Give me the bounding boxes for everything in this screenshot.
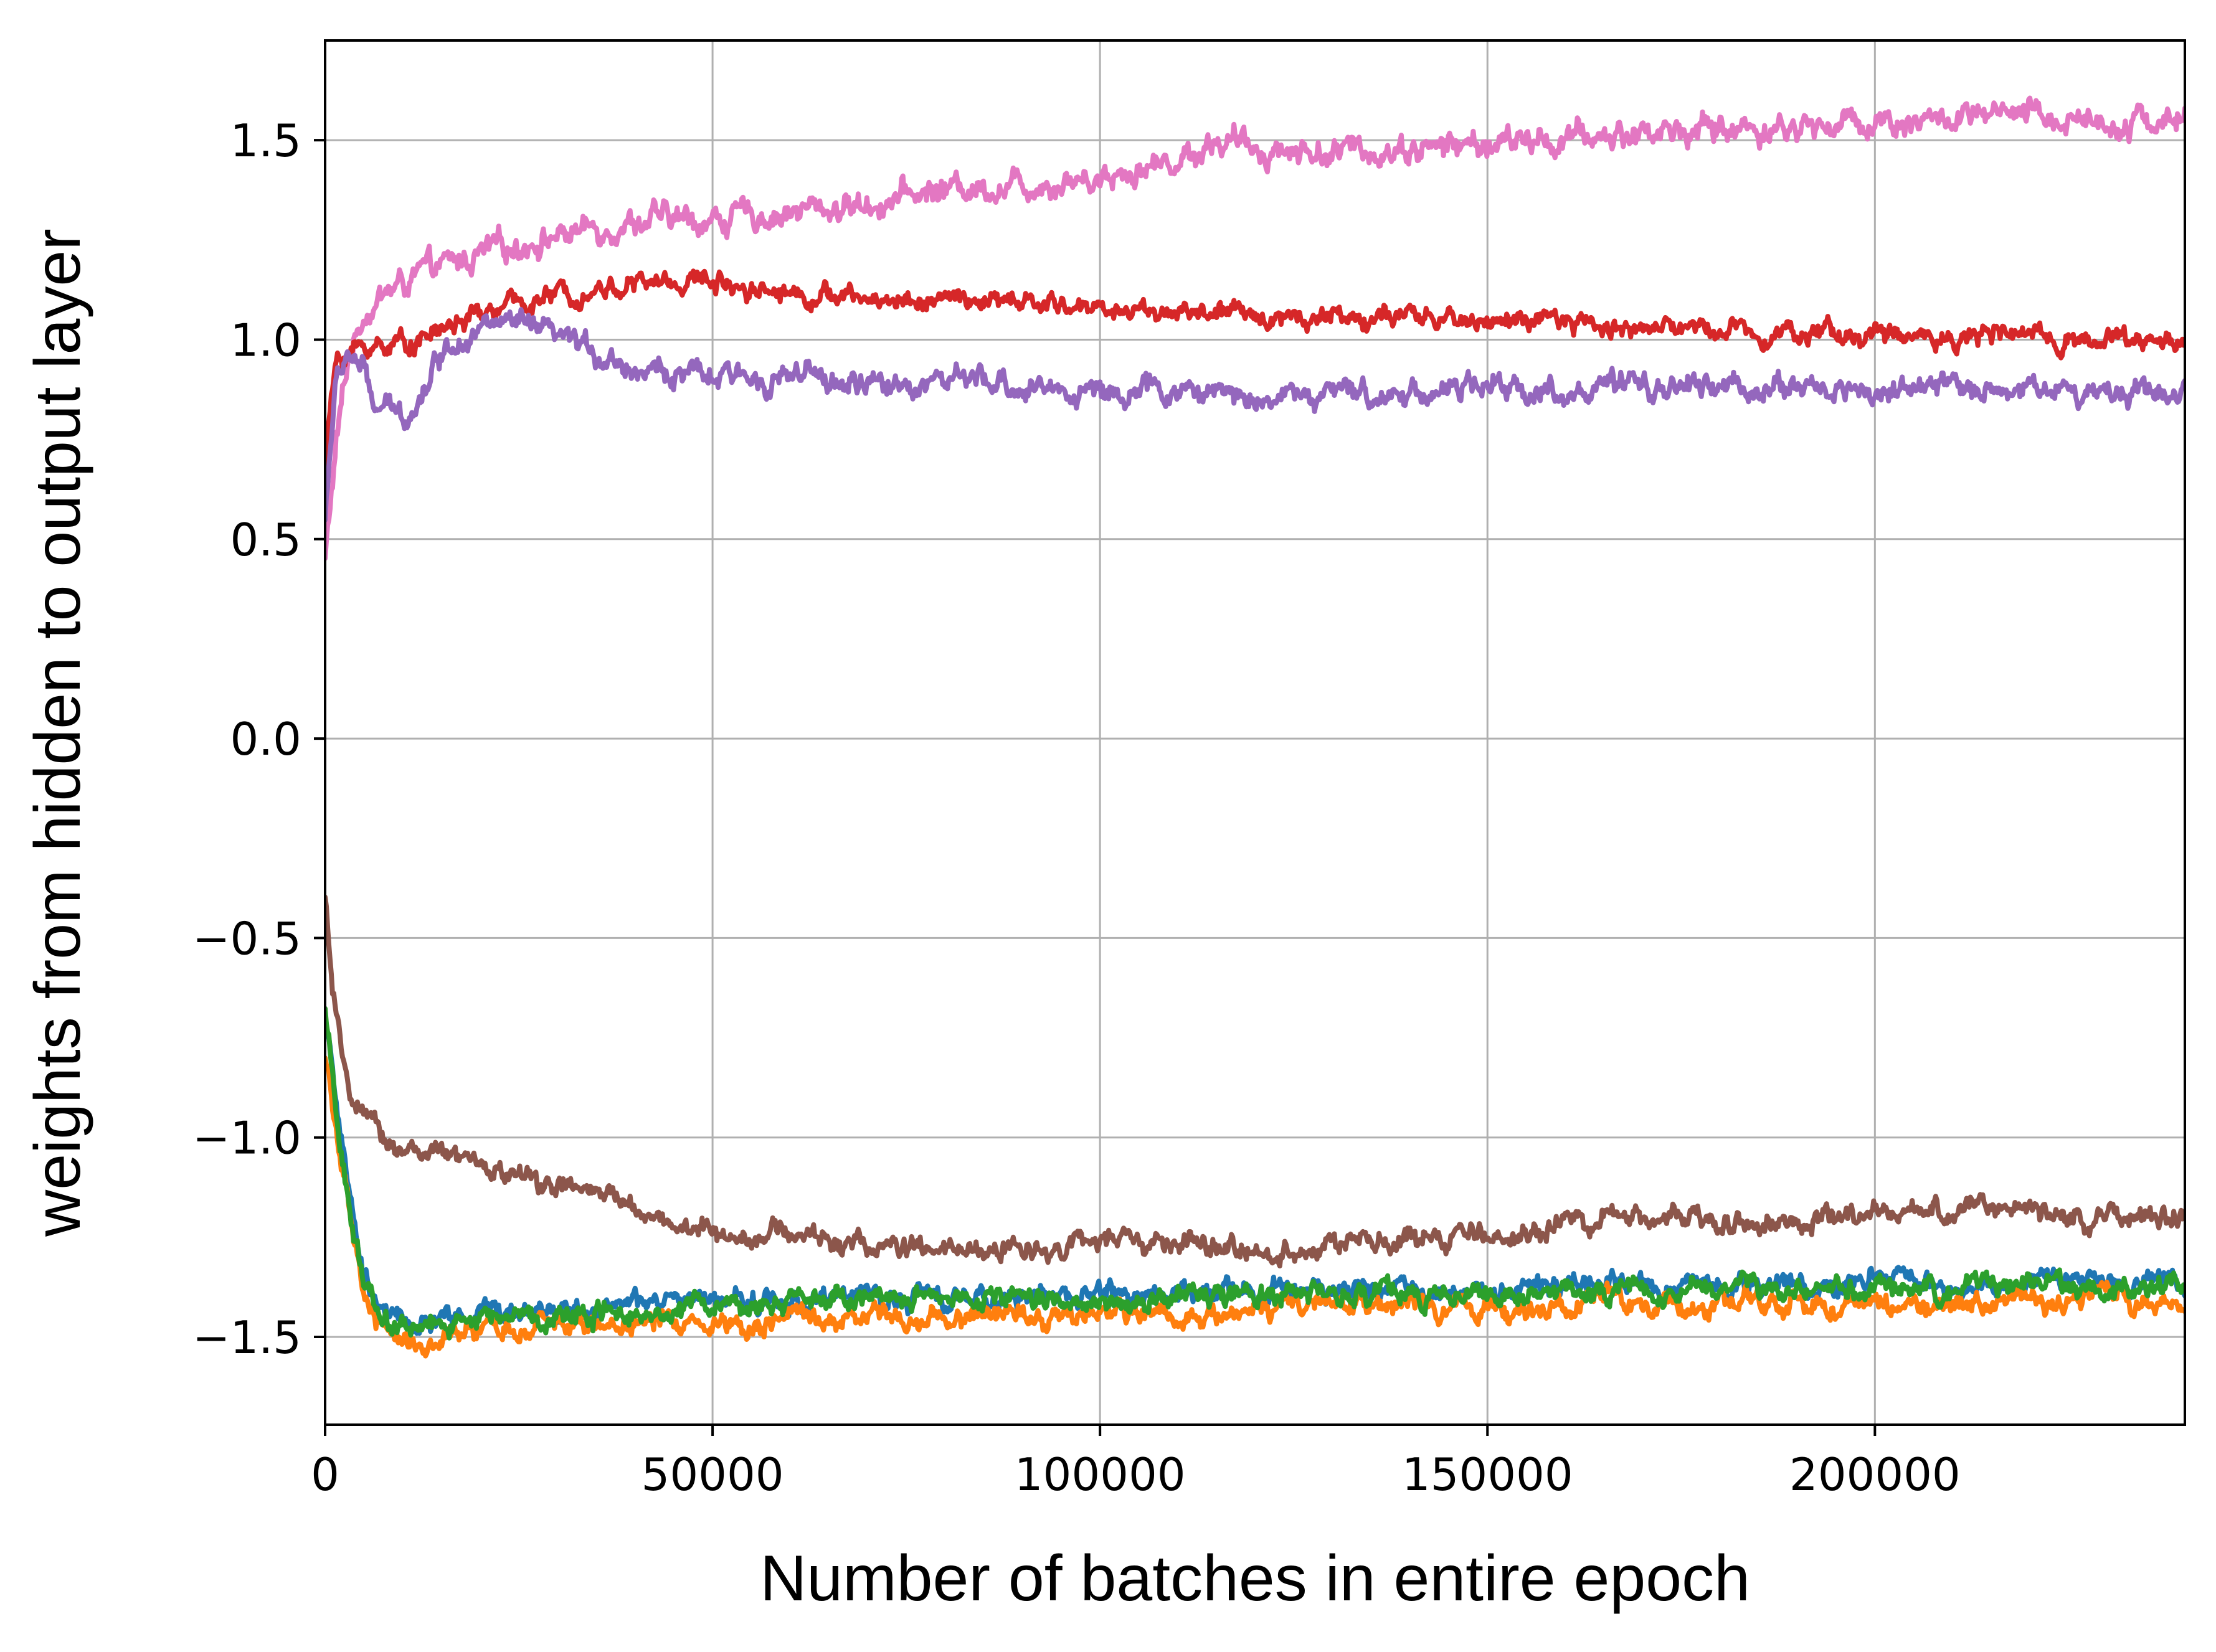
x-tick-label: 150000 — [1402, 1448, 1573, 1501]
y-tick-label: −1.5 — [192, 1311, 301, 1364]
series-line-3 — [325, 307, 2185, 523]
series-line-7 — [325, 1006, 2185, 1341]
x-tick-label: 100000 — [1015, 1448, 1186, 1501]
y-tick-label: 0.0 — [230, 713, 301, 765]
series-line-2 — [325, 268, 2185, 484]
series-line-4 — [325, 894, 2185, 1268]
x-tick-label: 0 — [311, 1448, 339, 1501]
y-tick-label: 1.5 — [230, 115, 301, 167]
x-axis-title: Number of batches in entire epoch — [760, 1542, 1750, 1615]
y-tick-label: −1.0 — [192, 1112, 301, 1164]
grid — [325, 40, 2185, 1425]
plot-area — [325, 95, 2185, 1359]
plot-frame — [324, 39, 2186, 1426]
series-line-1 — [325, 95, 2185, 561]
x-axis: 0 50000 100000 150000 200000 — [311, 1425, 1961, 1501]
y-tick-label: 1.0 — [230, 314, 301, 366]
y-axis-title: weights from hidden to output layer — [22, 229, 94, 1237]
y-axis: −1.5 −1.0 −0.5 0.0 0.5 1.0 1.5 — [192, 115, 325, 1364]
y-tick-label: −0.5 — [192, 912, 301, 965]
y-tick-label: 0.5 — [230, 514, 301, 566]
x-tick-label: 50000 — [642, 1448, 784, 1501]
series-group — [325, 95, 2185, 1359]
x-tick-label: 200000 — [1789, 1448, 1961, 1501]
